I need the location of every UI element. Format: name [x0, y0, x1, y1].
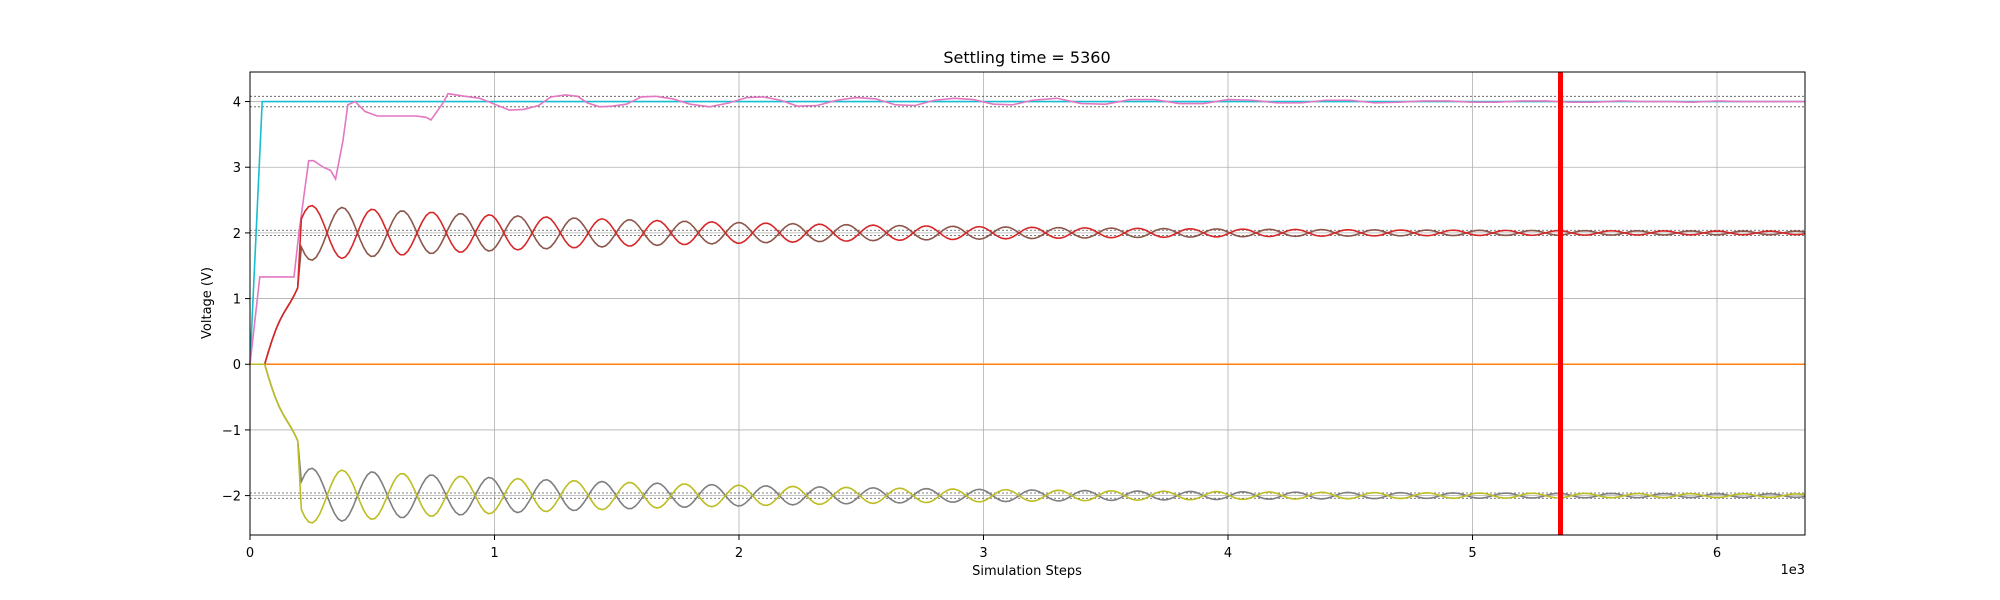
y-tick-label: 0 [233, 358, 241, 373]
x-tick-label: 6 [1713, 546, 1721, 561]
y-tick-label: 4 [233, 96, 241, 111]
y-tick-label: 3 [233, 161, 241, 176]
oscillating-line [250, 363, 1806, 522]
grid-lines [249, 72, 1805, 535]
series-line [249, 92, 1805, 365]
plot-frame [249, 71, 1806, 536]
y-tick-label: 1 [233, 293, 241, 308]
x-tick-label: 0 [246, 546, 254, 561]
y-axis-label: Voltage (V) [200, 267, 215, 339]
x-axis-ticks: 0 1 2 3 4 5 6 [246, 535, 1721, 561]
x-axis-offset-label: 1e3 [1780, 563, 1805, 578]
x-tick-label: 4 [1224, 546, 1232, 561]
series-lines [249, 92, 1805, 366]
x-tick-label: 3 [979, 546, 987, 561]
oscillating-line [250, 206, 1806, 366]
series-line [249, 100, 1805, 365]
oscillating-line [250, 204, 1806, 366]
oscillating-series [250, 204, 1806, 524]
y-tick-label: 2 [233, 227, 241, 242]
chart-title: Settling time = 5360 [943, 48, 1110, 67]
y-tick-label: −1 [222, 424, 241, 439]
oscillating-line [250, 363, 1806, 524]
x-tick-label: 5 [1468, 546, 1476, 561]
tolerance-bands [250, 95, 1805, 499]
x-axis-label: Simulation Steps [972, 564, 1082, 579]
x-tick-label: 2 [735, 546, 743, 561]
y-tick-label: −2 [222, 490, 241, 505]
x-tick-label: 1 [490, 546, 498, 561]
y-axis-ticks: −2 −1 0 1 2 3 4 [222, 96, 250, 505]
